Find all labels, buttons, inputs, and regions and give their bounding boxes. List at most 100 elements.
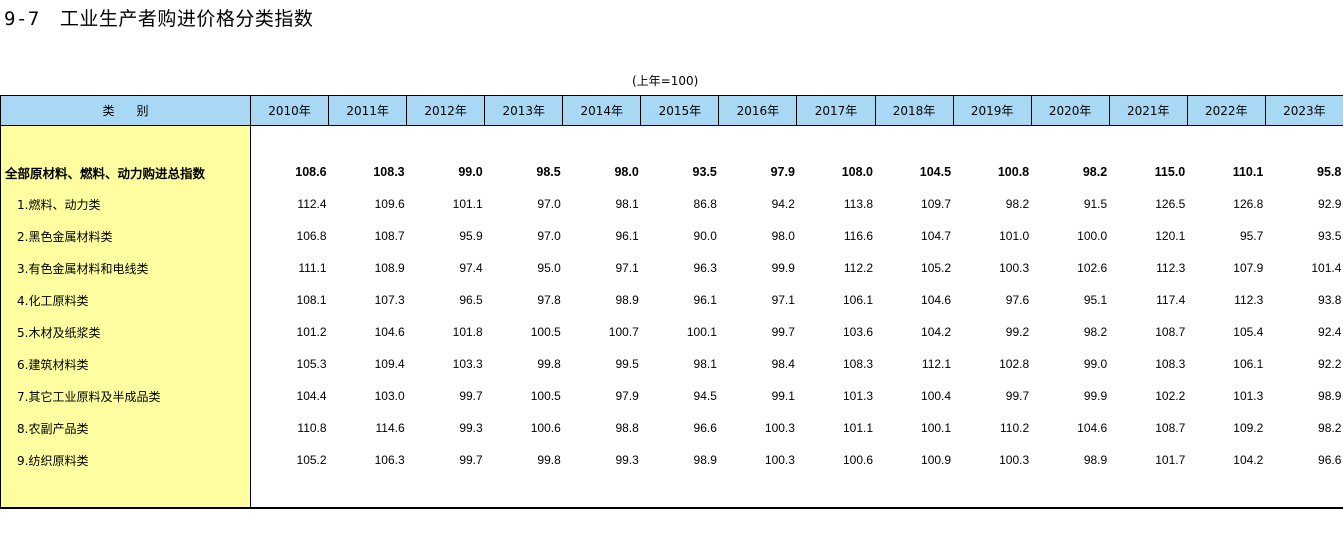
category-label: 9.纺织原料类 [0,444,251,476]
index-value-cell: 95.1 [1083,293,1108,307]
index-value-cell: 98.9 [1083,453,1108,467]
table-row: 7.其它工业原料及半成品类 104.4 103.0 99.7 100.5 97.9 94.5… [0,380,1343,412]
index-value-cell: 99.1 [771,389,795,403]
year-column-header: 2015年 [640,95,720,126]
index-value-cell: 112.1 [921,357,952,371]
value-cell-empty [953,476,1032,509]
value-cell-empty [1265,476,1343,509]
index-value-cell: 106.1 [1233,357,1264,371]
index-value-cell: 109.4 [374,357,405,371]
index-value-cell: 126.5 [1155,197,1186,211]
index-value-cell: 99.9 [771,261,795,275]
index-value-cell: 97.0 [537,229,561,243]
index-value-cell: 98.2 [1318,421,1342,435]
index-value-cell: 100.4 [921,389,952,403]
table-title: 工业生产者购进价格分类指数 [59,8,314,30]
value-cell-empty [406,476,485,509]
value-cell-empty [953,126,1031,157]
index-value-cell: 99.7 [459,389,483,403]
index-value-cell: 97.0 [537,197,561,211]
index-value-cell: 109.7 [921,197,952,211]
spacer-row [0,125,1343,157]
index-value-cell: 96.5 [459,293,483,307]
index-value-cell: 96.3 [693,261,717,275]
index-value-cell: 97.9 [615,389,639,403]
index-value-cell: 110.8 [297,421,327,435]
index-value-cell: 105.4 [1233,325,1264,339]
value-cell-empty [875,126,953,157]
category-label: 全部原材料、燃料、动力购进总指数 [0,156,251,188]
index-value-cell: 101.4 [1311,261,1342,275]
index-value-cell: 93.5 [1318,229,1342,243]
index-value-cell: 93.8 [1318,293,1342,307]
index-value-cell: 95.8 [1317,165,1342,179]
value-cell-empty [329,126,407,157]
index-value-cell: 95.7 [1239,229,1264,243]
value-cell-empty [485,126,563,157]
index-value-cell: 126.8 [1233,197,1264,211]
index-value-cell: 108.7 [374,229,405,243]
index-value-cell: 98.2 [1082,165,1108,179]
table-row: 9.纺织原料类 105.2 106.3 99.7 99.8 99.3 98.9 100.3 10… [0,444,1343,476]
index-value-cell: 107.3 [374,293,405,307]
index-value-cell: 99.3 [459,421,483,435]
index-value-cell: 116.6 [843,229,873,243]
year-column-header: 2013年 [484,95,564,126]
index-value-cell: 94.5 [693,389,717,403]
index-value-cell: 109.6 [374,197,405,211]
index-value-cell: 98.9 [1318,389,1342,403]
index-value-cell: 98.4 [771,357,795,371]
value-cell-empty [250,476,329,509]
category-label: 5.木材及纸浆类 [0,316,251,348]
index-value-cell: 110.1 [1232,165,1264,179]
table-number: 9-7 [4,8,40,30]
index-value-cell: 98.9 [615,293,639,307]
index-value-cell: 96.6 [693,421,717,435]
index-value-cell: 101.2 [296,325,327,339]
header-row: 类别 2010年 2011年 2012年 2013年 2014年 2015年 2016年 20… [0,95,1343,126]
category-label: 6.建筑材料类 [0,348,251,380]
value-cell-empty [328,476,407,509]
value-cell-empty [407,126,485,157]
table-row: 2.黑色金属材料类 106.8 108.7 95.9 97.0 96.1 90.0 98.0 1… [0,220,1343,252]
index-value-cell: 99.8 [537,357,561,371]
table-row: 8.农副产品类 110.8 114.6 99.3 100.6 98.8 96.6 100.3 1… [0,412,1343,444]
index-value-cell: 92.2 [1318,357,1342,371]
year-column-header: 2021年 [1108,95,1188,126]
index-value-cell: 98.9 [693,453,717,467]
index-value-cell: 86.8 [693,197,717,211]
value-cell-empty [251,126,329,157]
year-column-header: 2011年 [328,95,408,126]
price-index-table: 类别 2010年 2011年 2012年 2013年 2014年 2015年 2016年 20… [0,95,1343,509]
value-cell-empty [1109,476,1188,509]
index-value-cell: 99.7 [771,325,795,339]
value-cell-empty [1109,126,1187,157]
value-cell-empty [796,476,875,509]
year-column-header: 2022年 [1186,95,1266,126]
category-label: 8.农副产品类 [0,412,251,444]
index-value-cell: 108.0 [841,165,873,179]
category-label: 1.燃料、动力类 [0,188,251,220]
index-value-cell: 104.6 [921,293,952,307]
index-value-cell: 108.1 [296,293,327,307]
index-value-cell: 104.7 [921,229,952,243]
value-cell-empty [1187,126,1265,157]
unit-note: (上年=100) [632,74,699,88]
value-cell-empty [1187,476,1266,509]
index-value-cell: 98.0 [614,165,639,179]
value-cell-empty [1031,126,1109,157]
index-value-cell: 90.0 [693,229,717,243]
index-value-cell: 111.1 [298,261,327,275]
index-value-cell: 110.2 [999,421,1030,435]
index-value-cell: 101.1 [452,197,483,211]
index-value-cell: 115.0 [1154,165,1186,179]
index-value-cell: 95.0 [537,261,561,275]
index-value-cell: 103.6 [842,325,873,339]
index-value-cell: 92.4 [1318,325,1342,339]
index-value-cell: 103.3 [452,357,483,371]
index-value-cell: 97.8 [537,293,561,307]
year-column-header: 2023年 [1264,95,1343,126]
index-value-cell: 112.2 [843,261,873,275]
index-value-cell: 99.2 [1005,325,1030,339]
index-value-cell: 98.1 [693,357,717,371]
